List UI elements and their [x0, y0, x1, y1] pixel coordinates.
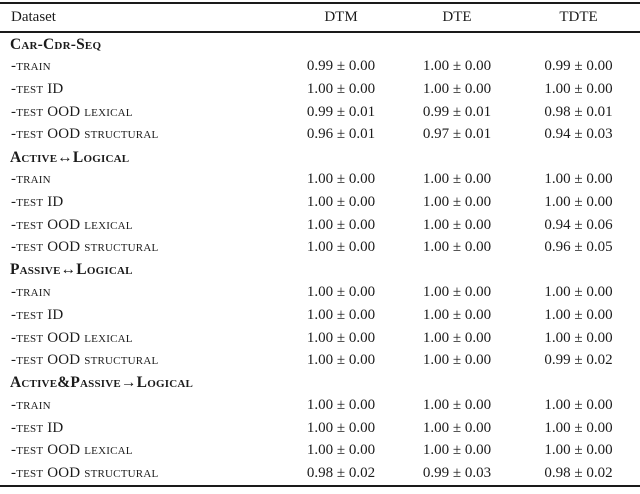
row-label: -test OOD lexical	[11, 442, 133, 459]
cell-tdte: 1.00 ± 0.00	[544, 171, 613, 188]
cell-tdte: 0.96 ± 0.05	[544, 239, 613, 256]
table-row: -test ID 1.00 ± 0.00 1.00 ± 0.00 1.00 ± …	[0, 417, 640, 440]
cell-dtm: 1.00 ± 0.00	[306, 80, 376, 97]
section-header-row: Active&Passive→Logical	[0, 372, 640, 395]
cell-dtm: 1.00 ± 0.00	[306, 329, 376, 346]
section-title: Passive↔Logical	[10, 261, 133, 279]
cell-tdte: 0.98 ± 0.01	[544, 103, 613, 120]
cell-dtm: 0.99 ± 0.01	[306, 103, 376, 120]
header-row: Dataset DTM DTE TDTE	[0, 3, 640, 33]
cell-tdte: 1.00 ± 0.00	[544, 442, 613, 459]
table-row: -test OOD lexical 1.00 ± 0.00 1.00 ± 0.0…	[0, 440, 640, 463]
cell-dtm: 0.99 ± 0.00	[306, 58, 376, 75]
cell-dtm: 1.00 ± 0.00	[306, 352, 376, 369]
table-row: -test ID 1.00 ± 0.00 1.00 ± 0.00 1.00 ± …	[0, 304, 640, 327]
cell-tdte: 0.94 ± 0.03	[544, 126, 613, 143]
column-header-tdte: TDTE	[517, 3, 640, 33]
row-label: -train	[11, 171, 51, 188]
table-body: Car-Cdr-Seq -train 0.99 ± 0.00 1.00 ± 0.…	[0, 32, 640, 486]
cell-tdte: 0.99 ± 0.00	[544, 58, 613, 75]
row-label: -test OOD structural	[11, 465, 159, 482]
section-header-row: Car-Cdr-Seq	[0, 32, 640, 56]
cell-dtm: 1.00 ± 0.00	[306, 171, 376, 188]
cell-dte: 1.00 ± 0.00	[422, 239, 492, 256]
cell-dtm: 0.96 ± 0.01	[306, 126, 376, 143]
section-title: Active↔Logical	[10, 148, 130, 166]
cell-dtm: 1.00 ± 0.00	[306, 239, 376, 256]
table-row: -train 1.00 ± 0.00 1.00 ± 0.00 1.00 ± 0.…	[0, 395, 640, 418]
table-row: -test OOD structural 0.96 ± 0.01 0.97 ± …	[0, 123, 640, 146]
row-label: -test ID	[11, 193, 64, 210]
column-header-dataset: Dataset	[0, 3, 285, 33]
cell-dte: 1.00 ± 0.00	[422, 442, 492, 459]
row-label: -test ID	[11, 419, 64, 436]
table-row: -test ID 1.00 ± 0.00 1.00 ± 0.00 1.00 ± …	[0, 78, 640, 101]
row-label: -test OOD lexical	[11, 329, 133, 346]
cell-dte: 1.00 ± 0.00	[422, 329, 492, 346]
row-label: -train	[11, 284, 51, 301]
cell-dte: 1.00 ± 0.00	[422, 193, 492, 210]
cell-dte: 1.00 ± 0.00	[422, 171, 492, 188]
cell-dte: 1.00 ± 0.00	[422, 306, 492, 323]
table-row: -test ID 1.00 ± 0.00 1.00 ± 0.00 1.00 ± …	[0, 191, 640, 214]
table-row: -train 0.99 ± 0.00 1.00 ± 0.00 0.99 ± 0.…	[0, 56, 640, 79]
row-label: -test OOD lexical	[11, 216, 133, 233]
cell-dtm: 1.00 ± 0.00	[306, 306, 376, 323]
cell-dtm: 1.00 ± 0.00	[306, 216, 376, 233]
cell-dte: 1.00 ± 0.00	[422, 80, 492, 97]
cell-tdte: 1.00 ± 0.00	[544, 306, 613, 323]
row-label: -train	[11, 58, 51, 75]
cell-tdte: 1.00 ± 0.00	[544, 80, 613, 97]
cell-tdte: 1.00 ± 0.00	[544, 193, 613, 210]
cell-dte: 0.99 ± 0.03	[422, 465, 492, 482]
cell-dtm: 1.00 ± 0.00	[306, 193, 376, 210]
table-header: Dataset DTM DTE TDTE	[0, 3, 640, 33]
cell-tdte: 1.00 ± 0.00	[544, 419, 613, 436]
cell-dtm: 0.98 ± 0.02	[306, 465, 376, 482]
table-row: -test OOD structural 1.00 ± 0.00 1.00 ± …	[0, 236, 640, 259]
cell-tdte: 1.00 ± 0.00	[544, 329, 613, 346]
row-label: -test ID	[11, 80, 64, 97]
cell-dtm: 1.00 ± 0.00	[306, 397, 376, 414]
cell-tdte: 1.00 ± 0.00	[544, 284, 613, 301]
cell-tdte: 1.00 ± 0.00	[544, 397, 613, 414]
section-header-row: Passive↔Logical	[0, 259, 640, 282]
column-header-dtm: DTM	[285, 3, 397, 33]
row-label: -test ID	[11, 306, 64, 323]
row-label: -train	[11, 397, 51, 414]
cell-dte: 1.00 ± 0.00	[422, 216, 492, 233]
row-label: -test OOD structural	[11, 126, 159, 143]
row-label: -test OOD lexical	[11, 103, 133, 120]
column-header-dte: DTE	[397, 3, 517, 33]
cell-dte: 0.99 ± 0.01	[422, 103, 492, 120]
cell-dte: 1.00 ± 0.00	[422, 284, 492, 301]
cell-dte: 1.00 ± 0.00	[422, 397, 492, 414]
cell-tdte: 0.94 ± 0.06	[544, 216, 613, 233]
cell-tdte: 0.98 ± 0.02	[544, 465, 613, 482]
table-row: -test OOD lexical 1.00 ± 0.00 1.00 ± 0.0…	[0, 214, 640, 237]
row-label: -test OOD structural	[11, 239, 159, 256]
table-row: -train 1.00 ± 0.00 1.00 ± 0.00 1.00 ± 0.…	[0, 169, 640, 192]
cell-dte: 1.00 ± 0.00	[422, 58, 492, 75]
section-header-row: Active↔Logical	[0, 146, 640, 169]
cell-dte: 1.00 ± 0.00	[422, 352, 492, 369]
cell-dtm: 1.00 ± 0.00	[306, 284, 376, 301]
cell-dte: 0.97 ± 0.01	[422, 126, 492, 143]
table-row: -test OOD structural 0.98 ± 0.02 0.99 ± …	[0, 462, 640, 486]
cell-tdte: 0.99 ± 0.02	[544, 352, 613, 369]
cell-dtm: 1.00 ± 0.00	[306, 419, 376, 436]
table-row: -test OOD structural 1.00 ± 0.00 1.00 ± …	[0, 349, 640, 372]
cell-dte: 1.00 ± 0.00	[422, 419, 492, 436]
table-row: -train 1.00 ± 0.00 1.00 ± 0.00 1.00 ± 0.…	[0, 282, 640, 305]
table-row: -test OOD lexical 1.00 ± 0.00 1.00 ± 0.0…	[0, 327, 640, 350]
section-title: Active&Passive→Logical	[10, 374, 194, 392]
table-row: -test OOD lexical 0.99 ± 0.01 0.99 ± 0.0…	[0, 101, 640, 124]
cell-dtm: 1.00 ± 0.00	[306, 442, 376, 459]
row-label: -test OOD structural	[11, 352, 159, 369]
section-title: Car-Cdr-Seq	[10, 35, 102, 53]
